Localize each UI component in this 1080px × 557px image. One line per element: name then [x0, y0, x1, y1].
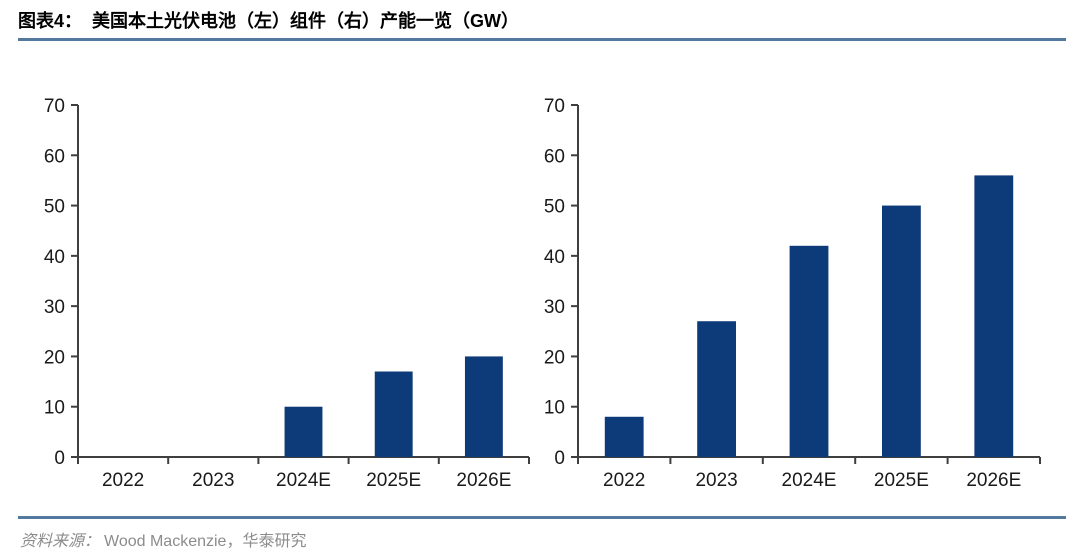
- x-tick-label-2022: 2022: [603, 470, 645, 491]
- y-tick-label-60: 60: [544, 146, 565, 167]
- x-tick-label-2024E: 2024E: [276, 470, 331, 491]
- y-tick-label-40: 40: [544, 247, 565, 268]
- bar-2024E: [284, 406, 323, 457]
- y-tick-label-40: 40: [44, 247, 65, 268]
- chart-title-text: 美国本土光伏电池（左）组件（右）产能一览（GW）: [92, 11, 520, 31]
- y-tick-label-0: 0: [54, 448, 65, 469]
- y-tick-label-20: 20: [44, 347, 65, 368]
- x-tick-label-2024E: 2024E: [782, 470, 837, 491]
- y-tick-label-50: 50: [544, 197, 565, 218]
- y-tick-label-20: 20: [544, 347, 565, 368]
- x-tick-label-2026E: 2026E: [456, 470, 511, 491]
- x-tick-label-2023: 2023: [192, 470, 234, 491]
- bar-2023: [697, 321, 737, 457]
- chart-title: 图表4： 美国本土光伏电池（左）组件（右）产能一览（GW）: [18, 7, 519, 33]
- x-tick-label-2025E: 2025E: [874, 470, 929, 491]
- y-tick-label-70: 70: [44, 96, 65, 117]
- y-tick-label-60: 60: [44, 146, 65, 167]
- source-attribution: 资料来源： Wood Mackenzie，华泰研究: [20, 527, 306, 551]
- bar-2026E: [974, 175, 1014, 457]
- bar-2022: [604, 416, 644, 457]
- y-tick-label-30: 30: [44, 297, 65, 318]
- title-divider-rule: [18, 38, 1066, 41]
- x-tick-label-2023: 2023: [695, 470, 737, 491]
- y-tick-label-10: 10: [44, 398, 65, 419]
- x-tick-label-2025E: 2025E: [366, 470, 421, 491]
- x-tick-label-2022: 2022: [102, 470, 144, 491]
- figure-number-label: 图表4：: [18, 11, 83, 31]
- bar-2025E: [374, 371, 413, 457]
- bar-2026E: [464, 356, 503, 457]
- y-tick-label-10: 10: [544, 398, 565, 419]
- bar-chart-cells-left: 0 10 20 30 40 50 60 70 2022 2023 2024E 2025E 2026E: [44, 96, 530, 491]
- footer-divider-rule: [18, 516, 1066, 519]
- source-text: Wood Mackenzie，华泰研究: [104, 533, 307, 550]
- bar-2025E: [881, 205, 921, 457]
- y-tick-label-30: 30: [544, 297, 565, 318]
- y-tick-label-50: 50: [44, 197, 65, 218]
- y-tick-label-0: 0: [554, 448, 565, 469]
- source-label: 资料来源：: [20, 533, 101, 550]
- bar-chart-modules-right: 0 10 20 30 40 50 60 70 2022 2023 2024E 2025E 2026E: [544, 96, 1041, 491]
- x-tick-label-2026E: 2026E: [966, 470, 1021, 491]
- bar-2024E: [789, 245, 829, 457]
- y-tick-label-70: 70: [544, 96, 565, 117]
